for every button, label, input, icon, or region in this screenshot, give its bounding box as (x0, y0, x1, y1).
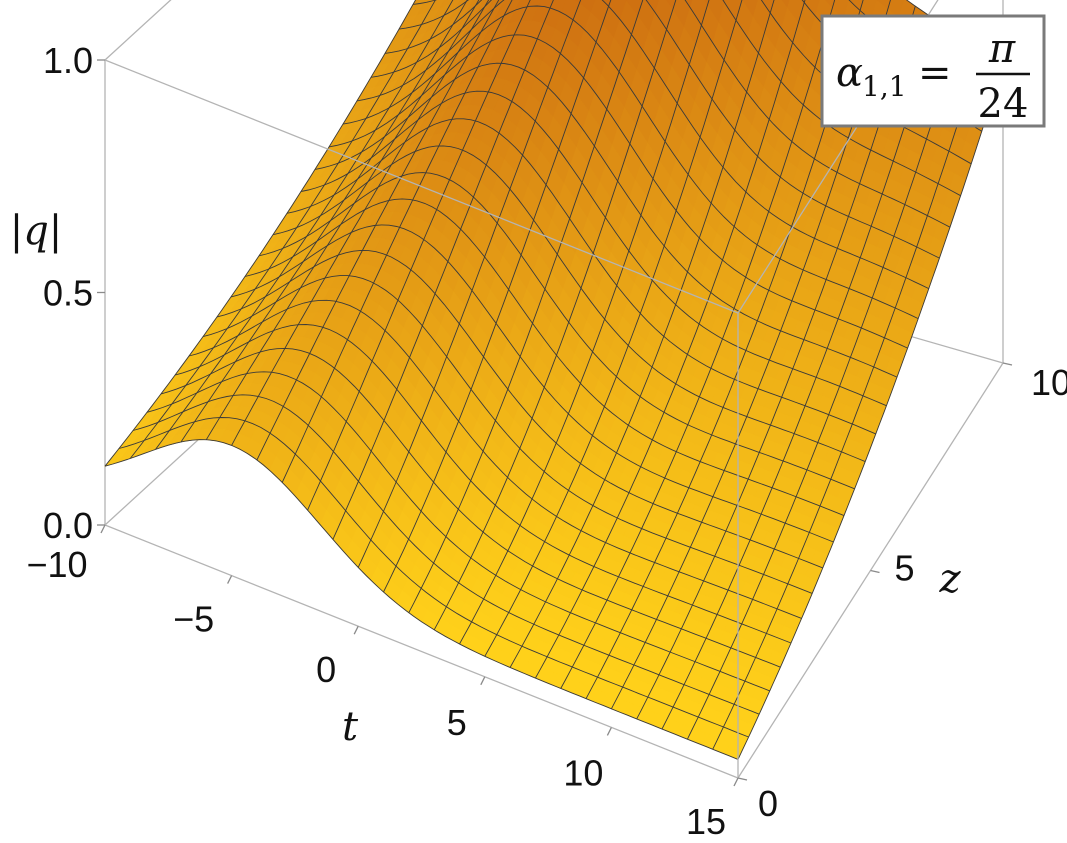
mesh-line (174, 324, 792, 644)
t-tick-label: 5 (447, 702, 467, 743)
mesh-line (636, 5, 916, 720)
mesh-line (509, 0, 775, 668)
z-tick-mark (737, 777, 748, 781)
legend: α 1,1 = π 24 (820, 14, 1046, 128)
mesh-line (272, 145, 866, 463)
surface-mesh (104, 0, 1004, 760)
mesh-line (188, 299, 802, 619)
t-tick-mark (227, 575, 233, 584)
mesh-line (256, 0, 500, 461)
mesh-line (370, 0, 940, 259)
mesh-line (205, 0, 480, 440)
mesh-line (129, 0, 436, 459)
z-tick-label: 5 (895, 548, 915, 589)
mesh-line (314, 62, 898, 378)
mesh-line (202, 275, 813, 594)
mesh-line (384, 0, 951, 228)
mesh-line (398, 0, 961, 197)
q-tick-label: 0.0 (43, 505, 93, 546)
q-tick-label: 1.0 (43, 40, 93, 81)
t-axis-ticks: −10 −5 0 5 10 15 (26, 524, 739, 842)
mesh-line (383, 0, 612, 593)
mesh-line (132, 394, 760, 715)
q-axis-ticks: 0.0 0.5 1.0 (43, 40, 105, 546)
mesh-line (686, 35, 960, 740)
t-axis-label: t (342, 704, 359, 750)
mesh-line (300, 90, 887, 407)
mesh-line (160, 347, 781, 668)
mesh-line (180, 0, 468, 443)
mesh-line (357, 0, 582, 568)
mesh-line (356, 0, 929, 290)
t-tick-label: −10 (26, 544, 87, 585)
z-tick-label: 10 (1031, 362, 1067, 403)
mesh-line (905, 0, 1004, 65)
q-tick-label: 0.5 (43, 273, 93, 314)
mesh-line (146, 371, 770, 692)
t-tick-label: −5 (173, 599, 214, 640)
t-tick-mark (480, 676, 486, 686)
z-tick-mark (870, 569, 880, 574)
z-axis-label: z (938, 556, 961, 602)
mesh-line (408, 0, 644, 613)
mesh-line (484, 0, 743, 657)
legend-denominator: 24 (978, 81, 1029, 127)
q-axis-label: |q| (10, 208, 63, 254)
t-tick-mark (606, 727, 612, 736)
mesh-line (328, 34, 908, 349)
mesh-line (281, 0, 513, 483)
box-edge (104, 524, 739, 779)
mesh-line (244, 198, 845, 517)
z-tick-label: 0 (758, 783, 778, 824)
t-tick-mark (100, 524, 106, 534)
mesh-line (459, 0, 710, 645)
legend-subscript: 1,1 (862, 70, 907, 103)
mesh-line (216, 249, 823, 569)
mesh-line (118, 417, 749, 738)
t-tick-label: 15 (686, 801, 726, 842)
t-tick-mark (733, 777, 739, 787)
mesh-line (258, 172, 855, 490)
mesh-line (342, 5, 919, 320)
mesh-line (585, 0, 864, 699)
z-tick-mark (1002, 362, 1013, 366)
box-edge (104, 0, 172, 61)
mesh-line (307, 0, 531, 511)
mesh-line (286, 118, 876, 435)
mesh-line (661, 20, 938, 730)
legend-relation: = (918, 50, 952, 96)
legend-numerator: π (988, 26, 1016, 72)
box-edge (104, 59, 739, 314)
t-tick-label: 0 (316, 649, 336, 690)
mesh-line (433, 0, 677, 631)
mesh-line (230, 224, 834, 543)
t-tick-label: 10 (563, 752, 603, 793)
mesh-line (104, 0, 417, 467)
mesh-line (332, 0, 554, 540)
mesh-line (712, 49, 982, 750)
legend-symbol: α (836, 50, 863, 96)
z-axis-ticks: 0 5 10 (737, 362, 1067, 824)
mesh-line (737, 64, 1004, 760)
mesh-line (155, 0, 454, 450)
mesh-line (560, 0, 836, 689)
t-tick-mark (353, 625, 359, 635)
mesh-line (535, 0, 806, 679)
mesh-line (104, 439, 739, 760)
mesh-line (231, 0, 490, 446)
legend-box (820, 14, 1046, 128)
